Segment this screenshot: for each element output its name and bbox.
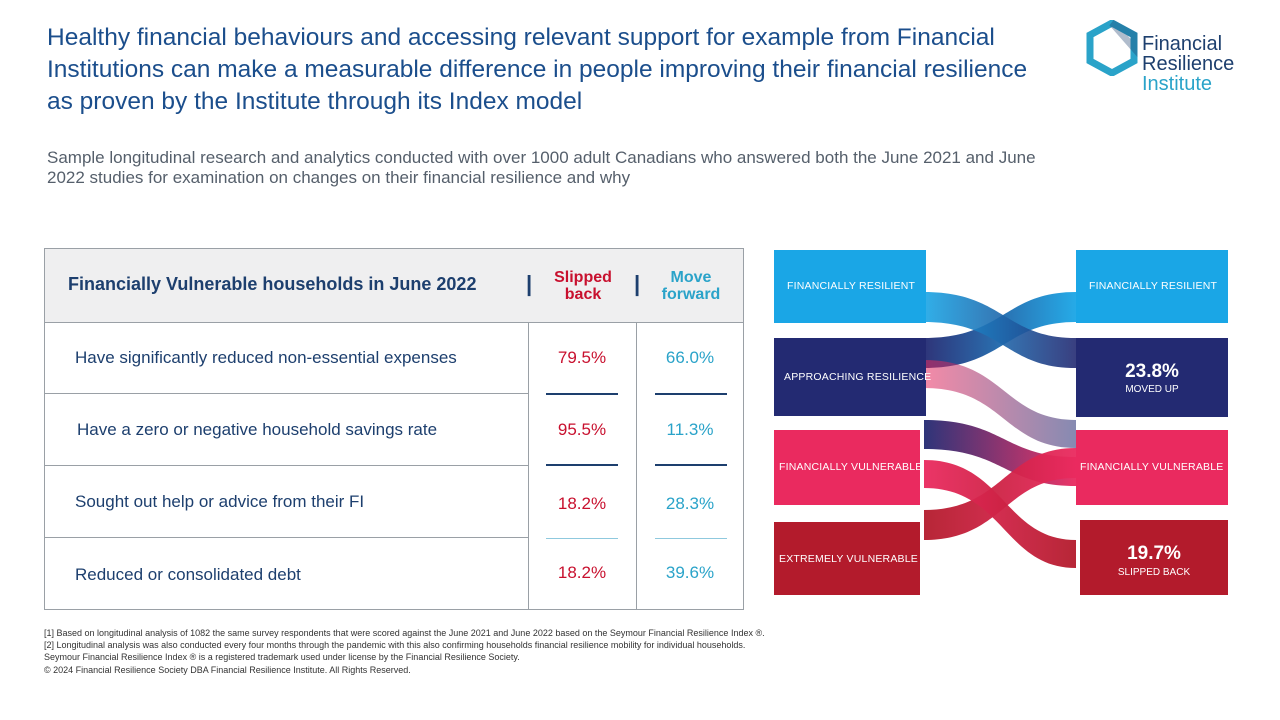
page-title: Healthy financial behaviours and accessi…: [47, 24, 1028, 115]
behaviours-table: Financially Vulnerable households in Jun…: [44, 248, 744, 610]
slipped-value: 95.5%: [557, 420, 607, 439]
cell-underline: [546, 393, 618, 395]
forward-value: 66.0%: [665, 348, 715, 367]
row-label: Sought out help or advice from their FI: [75, 492, 365, 511]
table-row: Reduced or consolidated debt: [45, 538, 529, 610]
logo-text-line1: Financial: [1142, 33, 1223, 55]
footnote: [2] Longitudinal analysis was also condu…: [44, 640, 746, 651]
cell-underline: [655, 464, 727, 466]
table-row: Have significantly reduced non-essential…: [45, 322, 529, 394]
column-divider: [636, 322, 637, 610]
slipped-back-label: SLIPPED BACK: [1117, 567, 1191, 578]
footnote: [1] Based on longitudinal analysis of 10…: [44, 628, 765, 638]
moved-up-percent: 23.8%: [1125, 361, 1179, 382]
cell-underline: [546, 538, 618, 539]
institute-logo: Financial Resilience Institute: [1086, 20, 1266, 98]
header-separator: |: [634, 271, 641, 296]
header-separator: |: [526, 271, 533, 296]
cell-underline: [655, 538, 727, 539]
right-label-vulnerable: FINANCIALLY VULNERABLE: [1080, 461, 1224, 473]
left-label-approaching: APPROACHING RESILIENCE: [784, 371, 932, 383]
footnote: © 2024 Financial Resilience Society DBA …: [44, 664, 411, 675]
footnote: Seymour Financial Resilience Index ® is …: [44, 652, 520, 663]
left-label-vulnerable: FINANCIALLY VULNERABLE: [779, 461, 923, 473]
forward-value: 11.3%: [666, 420, 714, 439]
right-label-resilient: FINANCIALLY RESILIENT: [1089, 280, 1218, 292]
footnotes: [1] Based on longitudinal analysis of 10…: [44, 627, 765, 676]
cell-underline: [655, 393, 727, 395]
resilience-flow-diagram: FINANCIALLY RESILIENT APPROACHING RESILI…: [774, 250, 1228, 596]
slipped-value: 18.2%: [557, 563, 607, 582]
cell-underline: [546, 464, 618, 466]
left-label-extreme: EXTREMELY VULNERABLE: [779, 553, 918, 565]
column-divider: [528, 322, 529, 610]
table-heading: Financially Vulnerable households in Jun…: [68, 274, 477, 294]
forward-value: 39.6%: [665, 563, 715, 582]
column-header-slipped: Slipped back: [554, 269, 612, 303]
slipped-back-percent: 19.7%: [1127, 543, 1181, 564]
slipped-value: 79.5%: [557, 348, 607, 367]
row-label: Have a zero or negative household saving…: [77, 420, 438, 439]
left-label-resilient: FINANCIALLY RESILIENT: [787, 280, 916, 292]
row-label: Reduced or consolidated debt: [75, 565, 301, 584]
logo-text-line2: Resilience: [1142, 53, 1235, 75]
row-label: Have significantly reduced non-essential…: [75, 348, 457, 367]
logo-text-line3: Institute: [1142, 73, 1213, 95]
table-header: Financially Vulnerable households in Jun…: [45, 249, 743, 323]
table-row: Sought out help or advice from their FI: [45, 466, 529, 538]
page-subtitle: Sample longitudinal research and analyti…: [47, 148, 1036, 187]
table-row: Have a zero or negative household saving…: [45, 394, 529, 466]
flow-diagram-graphic: [774, 250, 1228, 595]
slipped-value: 18.2%: [557, 494, 607, 513]
forward-value: 28.3%: [665, 494, 715, 513]
hexagon-logo-icon: [1086, 20, 1138, 76]
moved-up-label: MOVED UP: [1125, 384, 1179, 395]
column-header-forward: Move forward: [661, 269, 721, 303]
